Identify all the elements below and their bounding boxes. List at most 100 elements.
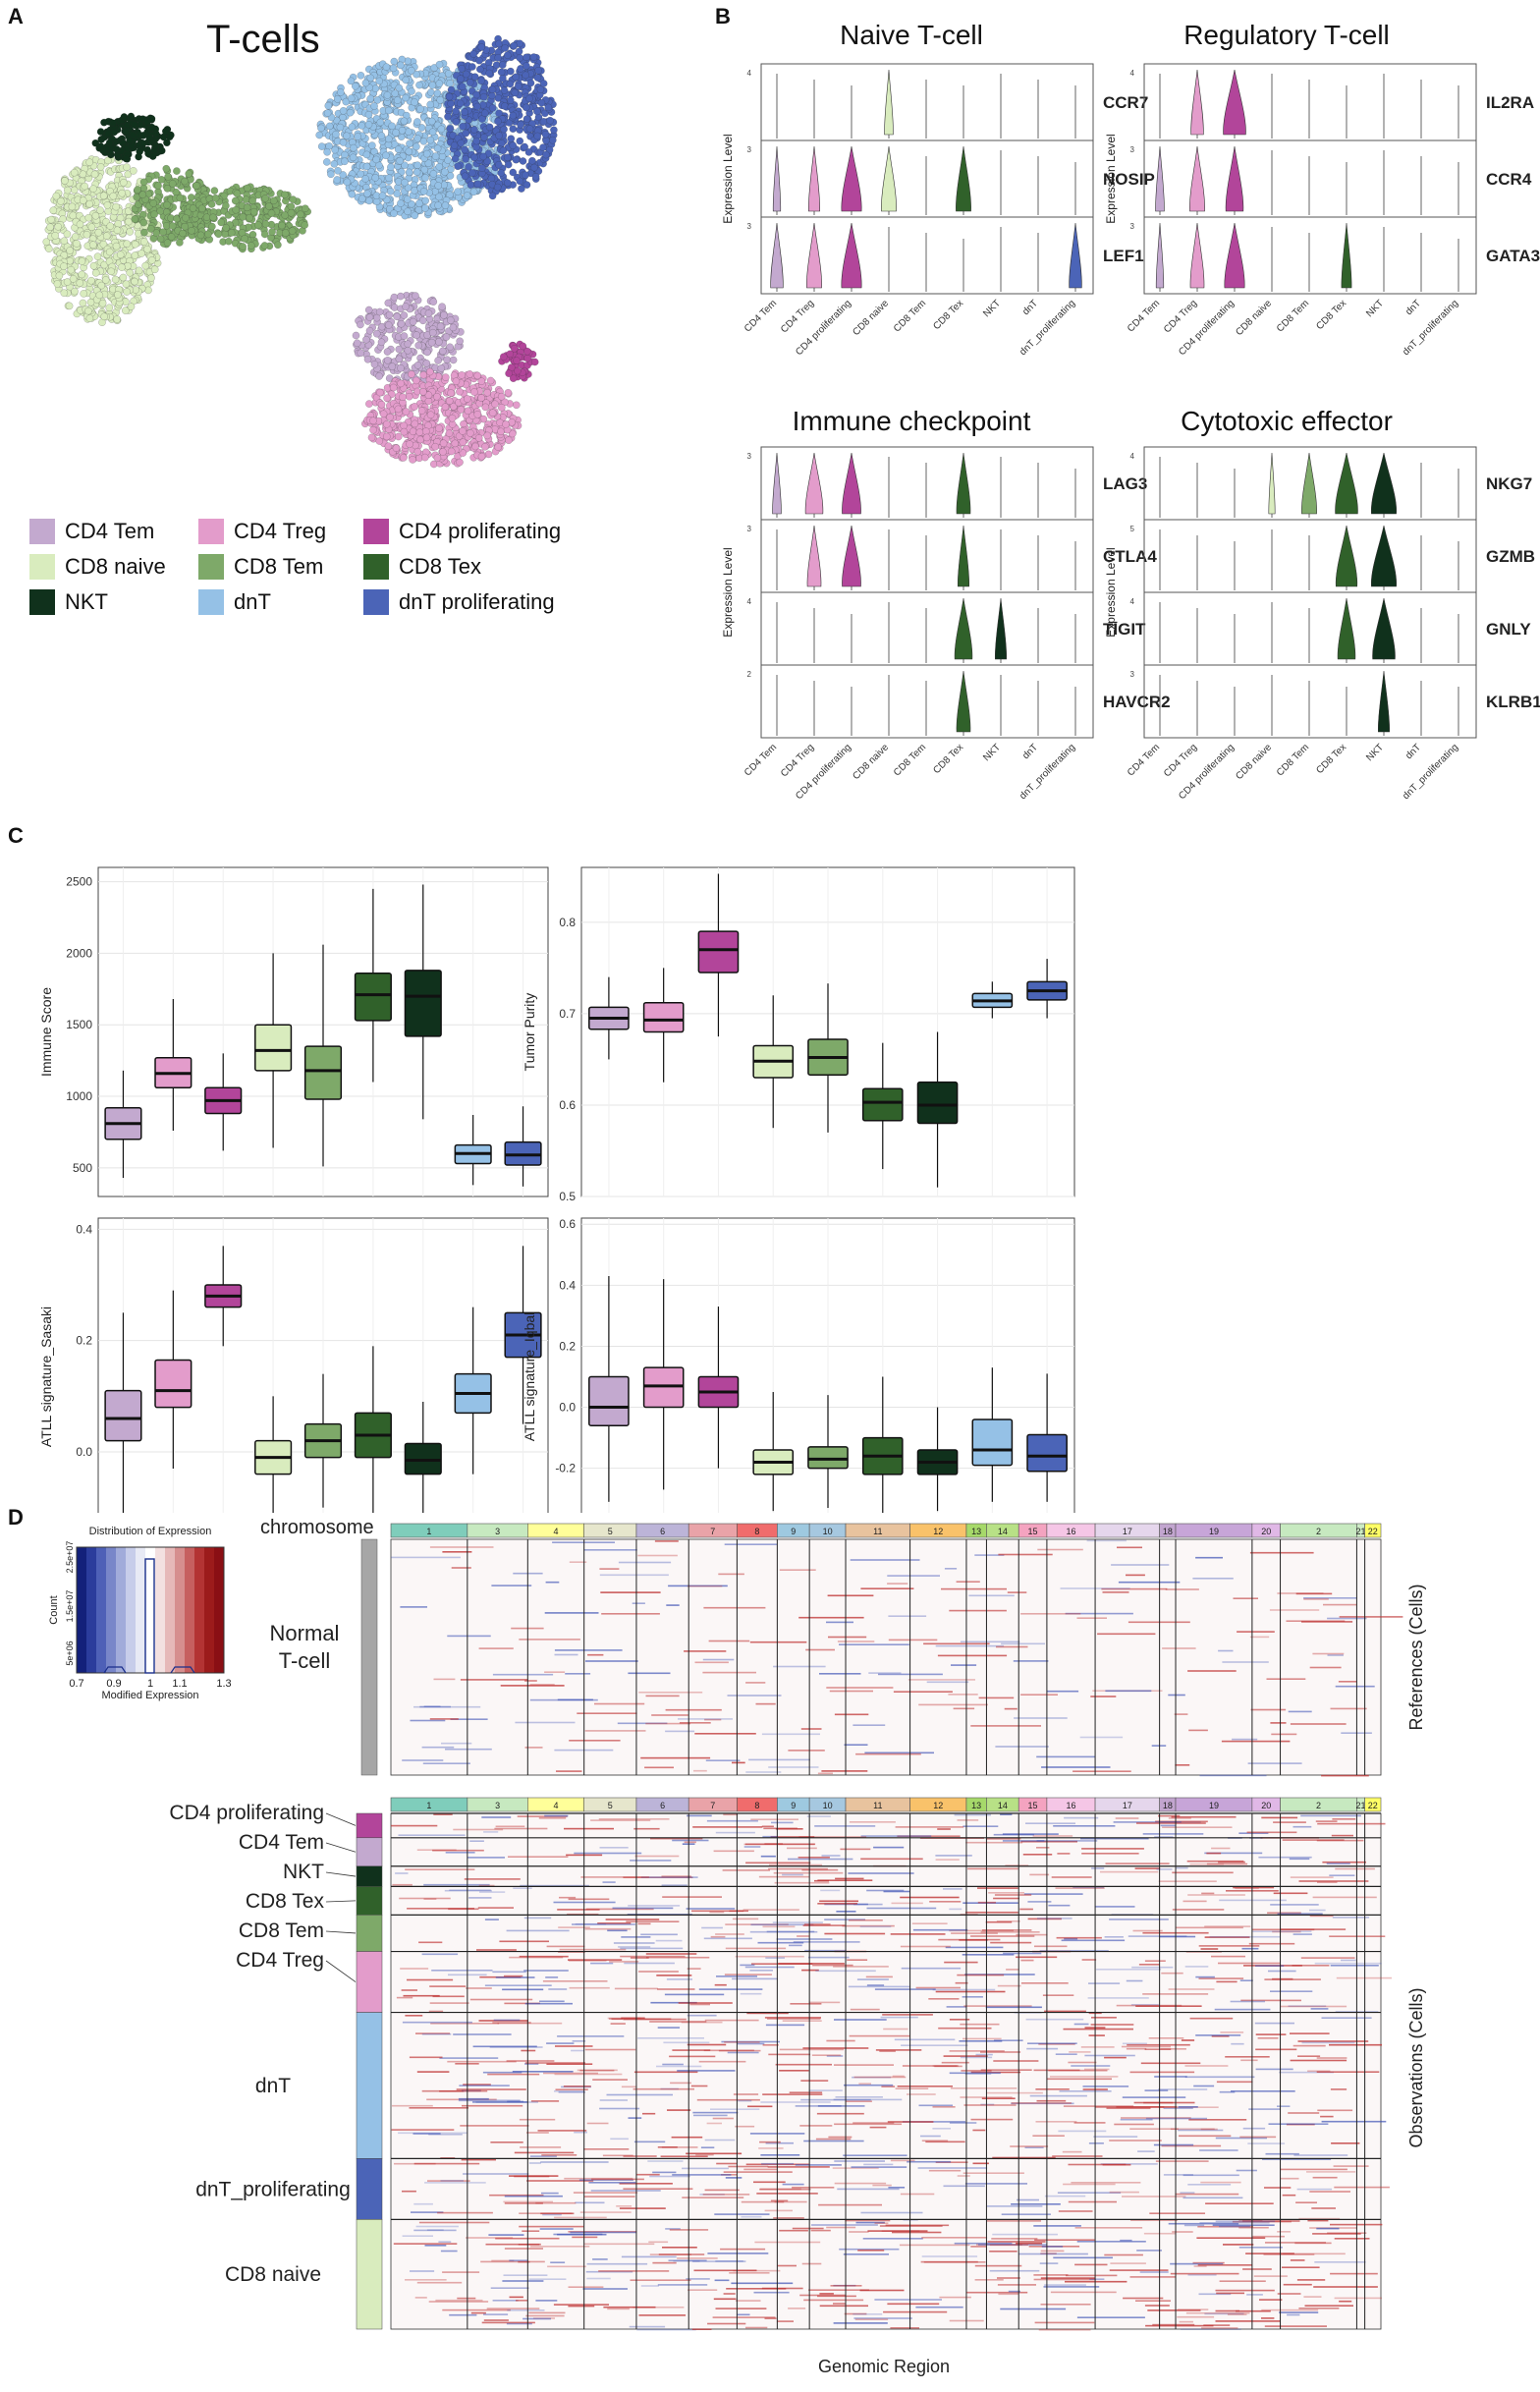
umap-point (96, 163, 105, 171)
chromosome-label: 7 (710, 1527, 715, 1536)
umap-point (412, 168, 421, 177)
boxplot-box (642, 1366, 685, 1409)
umap-point (384, 299, 393, 307)
cnv-signal (974, 2279, 1004, 2281)
umap-point (361, 175, 369, 183)
umap-point (468, 169, 476, 177)
umap-point (57, 196, 65, 205)
cnv-signal (932, 1988, 996, 1991)
colorkey-xtick: 0.9 (106, 1678, 121, 1690)
cnv-signal (663, 2041, 710, 2044)
umap-point (483, 431, 492, 440)
umap-point (150, 265, 159, 274)
umap-point (447, 99, 455, 108)
legend-item: CD4 Tem (29, 519, 154, 544)
violin-ylabel: Expression Level (1104, 134, 1118, 223)
violin-ytick: 4 (747, 69, 752, 78)
cnv-signal (1184, 1966, 1209, 1968)
violin-shape (1301, 452, 1317, 515)
umap-point (514, 366, 522, 375)
cnv-signal (772, 1921, 823, 1923)
umap-point (267, 209, 276, 217)
cnv-signal (1216, 2081, 1253, 2084)
cnv-signal (793, 1941, 860, 1943)
cnv-signal (834, 2182, 887, 2185)
cnv-signal (554, 1649, 623, 1651)
violin-shape (1371, 452, 1397, 515)
cnv-signal (592, 2079, 628, 2081)
cnv-signal (996, 1645, 1028, 1648)
umap-point (510, 41, 519, 50)
cnv-signal (748, 1758, 810, 1761)
cnv-signal (461, 2158, 496, 2161)
colorkey-title: Distribution of Expression (89, 1526, 212, 1537)
cnv-signal (698, 2060, 746, 2063)
violin-shape (807, 145, 821, 212)
cnv-signal (600, 1591, 661, 1593)
umap-point (103, 201, 112, 209)
cnv-signal (918, 1703, 988, 1706)
umap-point (78, 270, 86, 279)
umap-point (405, 147, 413, 156)
cnv-signal (484, 1919, 499, 1920)
umap-point (392, 444, 401, 453)
umap-point (287, 202, 296, 211)
reference-label: T-cell (279, 1648, 331, 1673)
violin-xtick: CD8 Tem (1275, 742, 1311, 778)
cnv-signal (808, 2001, 841, 2004)
umap-point (423, 348, 431, 357)
cnv-signal (1334, 2186, 1390, 2189)
gene-label: GNLY (1486, 620, 1531, 639)
umap-point (405, 168, 413, 177)
umap-point (161, 127, 170, 136)
cnv-signal (629, 2325, 666, 2328)
umap-point (512, 73, 521, 82)
umap-point (123, 240, 132, 249)
umap-point (98, 299, 107, 307)
boxplot-ytick: 0.6 (559, 1098, 576, 1112)
gene-label: CCR4 (1486, 170, 1532, 189)
cnv-signal (535, 2300, 558, 2302)
umap-point (126, 137, 134, 144)
cnv-signal (1011, 2102, 1072, 2104)
umap-point (426, 411, 435, 419)
cnv-signal (962, 1996, 983, 1998)
cnv-signal (729, 2272, 770, 2274)
umap-point (506, 96, 515, 105)
chromosome-label: 1 (426, 1527, 431, 1536)
umap-point (112, 242, 121, 250)
umap-point (464, 407, 472, 416)
chromosome-axis-label: chromosome (260, 1517, 374, 1538)
cnv-signal (852, 1724, 886, 1726)
cnv-signal (515, 1721, 576, 1724)
umap-point (461, 172, 469, 181)
umap-point (127, 303, 136, 311)
umap-point (69, 211, 78, 220)
umap-point (109, 192, 118, 200)
cnv-signal (1335, 1685, 1375, 1688)
umap-point (139, 184, 148, 193)
cnv-signal (1268, 2123, 1329, 2125)
cnv-signal (911, 1922, 948, 1924)
umap-point (211, 194, 220, 202)
umap-point (525, 125, 534, 133)
umap-point (147, 274, 155, 282)
umap-point (157, 146, 166, 155)
boxplot-box (916, 1081, 959, 1125)
cnv-signal (802, 2047, 869, 2049)
cnv-signal (414, 2297, 427, 2299)
umap-point (79, 170, 87, 179)
violin-shape (1155, 145, 1165, 212)
cnv-signal (954, 1813, 991, 1816)
umap-point (129, 167, 138, 175)
chromosome-label: 13 (971, 1527, 981, 1536)
umap-point (446, 172, 455, 180)
umap-point (197, 204, 206, 213)
umap-point (485, 123, 494, 132)
umap-point (497, 392, 506, 401)
cnv-signal (555, 2088, 588, 2090)
cnv-signal (1303, 1598, 1329, 1600)
boxplot-box (971, 1419, 1014, 1467)
umap-point (138, 139, 147, 147)
